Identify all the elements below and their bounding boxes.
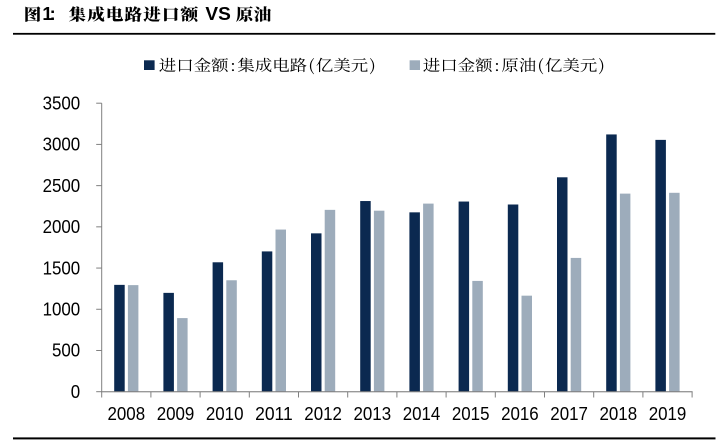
svg-text:1500: 1500 bbox=[43, 258, 81, 278]
svg-text:VS: VS bbox=[205, 4, 230, 24]
svg-text:1000: 1000 bbox=[43, 300, 81, 320]
svg-text:2500: 2500 bbox=[43, 176, 81, 196]
svg-text:2009: 2009 bbox=[157, 404, 195, 424]
svg-text:2008: 2008 bbox=[108, 404, 146, 424]
svg-text:0: 0 bbox=[71, 382, 80, 402]
svg-text:1: 1 bbox=[42, 4, 52, 24]
svg-text::: : bbox=[50, 4, 56, 24]
svg-text:2011: 2011 bbox=[255, 404, 293, 424]
svg-text:2000: 2000 bbox=[43, 217, 81, 237]
svg-text:2019: 2019 bbox=[649, 404, 687, 424]
svg-text:2017: 2017 bbox=[550, 404, 588, 424]
svg-text:2018: 2018 bbox=[600, 404, 638, 424]
svg-text:3500: 3500 bbox=[43, 93, 81, 113]
svg-text:2012: 2012 bbox=[304, 404, 342, 424]
svg-text:2016: 2016 bbox=[501, 404, 539, 424]
svg-text:2014: 2014 bbox=[403, 404, 441, 424]
svg-text:3000: 3000 bbox=[43, 135, 81, 155]
svg-text:500: 500 bbox=[52, 341, 80, 361]
svg-text:2013: 2013 bbox=[354, 404, 392, 424]
svg-text:2015: 2015 bbox=[452, 404, 490, 424]
svg-text:2010: 2010 bbox=[206, 404, 244, 424]
